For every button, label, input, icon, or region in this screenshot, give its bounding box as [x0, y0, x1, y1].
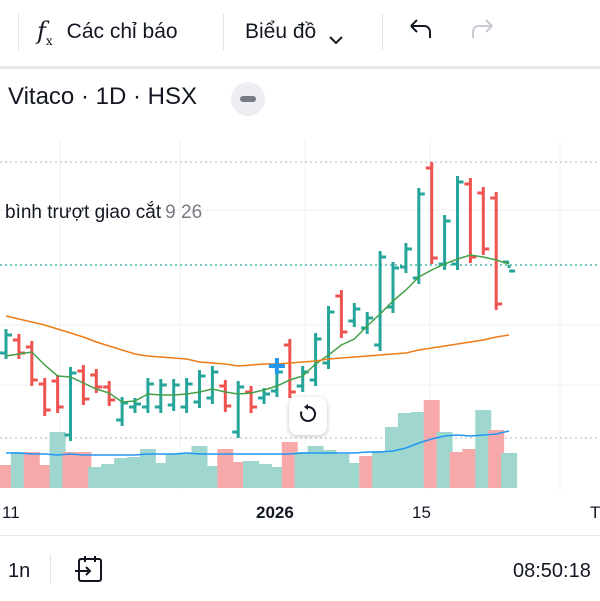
toolbar-divider: [18, 14, 19, 50]
x-tick-label: 2026: [256, 503, 294, 522]
collapse-legend-button[interactable]: [231, 82, 265, 116]
redo-button[interactable]: [470, 0, 496, 64]
volume-bar: [75, 452, 92, 488]
volume-bar: [359, 456, 376, 488]
volume-bar: [36, 465, 53, 488]
top-toolbar: fx Các chỉ báo Biểu đồ: [0, 0, 600, 64]
volume-bar: [178, 454, 195, 488]
chart-type-label: Biểu đồ: [245, 20, 317, 43]
volume-bar: [204, 466, 221, 488]
volume-bar: [139, 449, 156, 488]
volume-bar: [230, 462, 247, 488]
bottom-toolbar: 1n 08:50:18: [0, 535, 600, 601]
reset-chart-button[interactable]: [289, 397, 327, 435]
volume-bar: [243, 461, 260, 488]
volume-bar: [191, 446, 208, 488]
function-fx-icon: fx: [37, 16, 53, 48]
indicator-params: 9 26: [165, 202, 203, 223]
indicators-label: Các chỉ báo: [66, 20, 178, 43]
volume-bar: [397, 413, 414, 488]
goto-date-button[interactable]: [73, 553, 105, 591]
volume-bar: [23, 452, 40, 488]
symbol-info[interactable]: Vitaco · 1D · HSX: [8, 83, 197, 110]
volume-bar: [152, 463, 169, 488]
volume-bar: [346, 463, 363, 488]
volume-bar: [49, 432, 66, 488]
indicator-legend[interactable]: bình trượt giao cắt 9 26: [5, 202, 202, 224]
x-tick-label: 11: [2, 503, 20, 522]
indicators-button[interactable]: fx Các chỉ báo: [37, 0, 178, 64]
chart-type-button[interactable]: Biểu đồ: [245, 0, 344, 64]
undo-button[interactable]: [407, 0, 433, 64]
x-tick-label: 15: [412, 503, 431, 522]
ma-fast-line: [5, 254, 510, 403]
toolbar-divider: [382, 14, 383, 50]
toolbar-bottom-border: [0, 66, 600, 69]
chevron-down-icon: [328, 27, 344, 45]
volume-bar: [268, 467, 285, 488]
volume-bar: [449, 452, 466, 488]
volume-bar: [101, 464, 118, 488]
volume-bar: [475, 410, 492, 488]
calendar-goto-icon: [73, 556, 105, 590]
ma-slow-line: [5, 315, 510, 367]
undo-icon: [407, 18, 433, 46]
volume-bar: [217, 449, 234, 488]
volume-bar: [294, 452, 311, 488]
volume-bar: [307, 446, 324, 488]
volume-bar: [256, 464, 272, 488]
volume-bar: [385, 427, 401, 488]
minus-icon: [240, 96, 256, 102]
volume-bar: [372, 451, 389, 488]
clock-time[interactable]: 08:50:18: [513, 560, 591, 582]
redo-icon: [470, 18, 496, 46]
volume-ma-line: [6, 430, 510, 456]
volume-bar: [114, 458, 131, 488]
volume-bar: [62, 452, 79, 488]
volume-bar: [88, 467, 105, 488]
volume-bar: [10, 452, 27, 488]
interval-button[interactable]: 1n: [8, 560, 31, 582]
volume-bar: [333, 454, 350, 488]
volume-bar: [501, 453, 518, 488]
volume-bar: [165, 454, 182, 488]
x-tick-label: T: [590, 503, 600, 522]
volume-bar: [0, 465, 14, 488]
price-chart[interactable]: [0, 140, 600, 535]
reset-rotate-icon: [297, 403, 319, 430]
volume-bar: [436, 432, 453, 488]
toolbar-divider: [223, 14, 224, 50]
volume-bar: [127, 457, 143, 488]
volume-bar: [410, 412, 427, 488]
bottom-divider: [50, 554, 51, 584]
volume-bar: [320, 450, 337, 488]
volume-bar: [488, 430, 505, 488]
volume-bar: [462, 449, 479, 488]
volume-bar: [423, 400, 440, 488]
indicator-name: bình trượt giao cắt: [5, 202, 162, 223]
